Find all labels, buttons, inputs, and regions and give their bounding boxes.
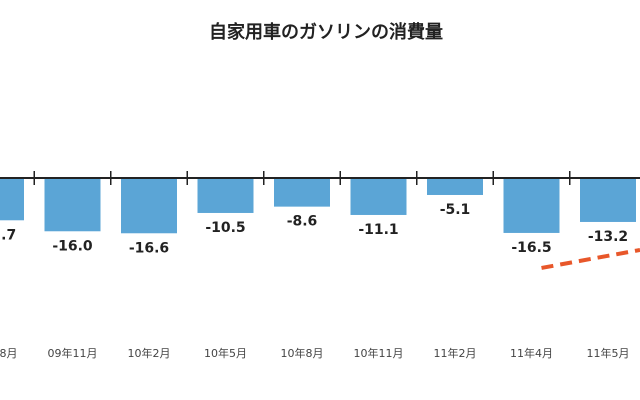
x-tick-label: 09年11月: [48, 346, 98, 360]
bars-group: [0, 178, 636, 234]
x-tick-label: 10年11月: [354, 346, 404, 360]
data-label: -16.6: [129, 240, 169, 256]
bar: [274, 178, 330, 207]
axis-ticks-group: [33, 171, 571, 185]
bar: [503, 178, 560, 233]
x-tick-label: 11年5月: [587, 346, 630, 360]
x-tick-label: 10年2月: [128, 346, 171, 360]
chart-title: 自家用車のガソリンの消費量: [209, 21, 443, 43]
x-tick-label: 10年5月: [204, 346, 247, 360]
bar: [121, 178, 177, 234]
data-label: -5.1: [440, 202, 471, 218]
data-labels-group: -12.7 -16.0 -16.6 -10.5 -8.6 -11.1 -5.1 -16.5 -1…: [0, 202, 628, 256]
data-label: -13.2: [588, 229, 628, 245]
bar: [427, 178, 483, 195]
bar: [350, 178, 407, 215]
data-label: -12.7: [0, 227, 16, 243]
data-label: -10.5: [205, 220, 245, 236]
data-label: -11.1: [358, 222, 398, 238]
trend-line: [541, 247, 640, 270]
x-tick-label: 11年2月: [434, 346, 477, 360]
data-label: -16.0: [52, 238, 93, 254]
data-label: -8.6: [287, 214, 318, 230]
bar: [44, 178, 101, 232]
x-tick-label: 10年8月: [281, 346, 324, 360]
data-label: -16.5: [511, 240, 551, 256]
x-tick-label: 09年8月: [0, 346, 18, 360]
x-tick-label: 11年4月: [510, 346, 553, 360]
bar: [0, 178, 24, 221]
bar: [580, 178, 636, 222]
bar: [197, 178, 254, 213]
x-tick-labels-group: 09年8月 09年11月 10年2月 10年5月 10年8月 10年11月 11年2月 11年…: [0, 346, 630, 360]
